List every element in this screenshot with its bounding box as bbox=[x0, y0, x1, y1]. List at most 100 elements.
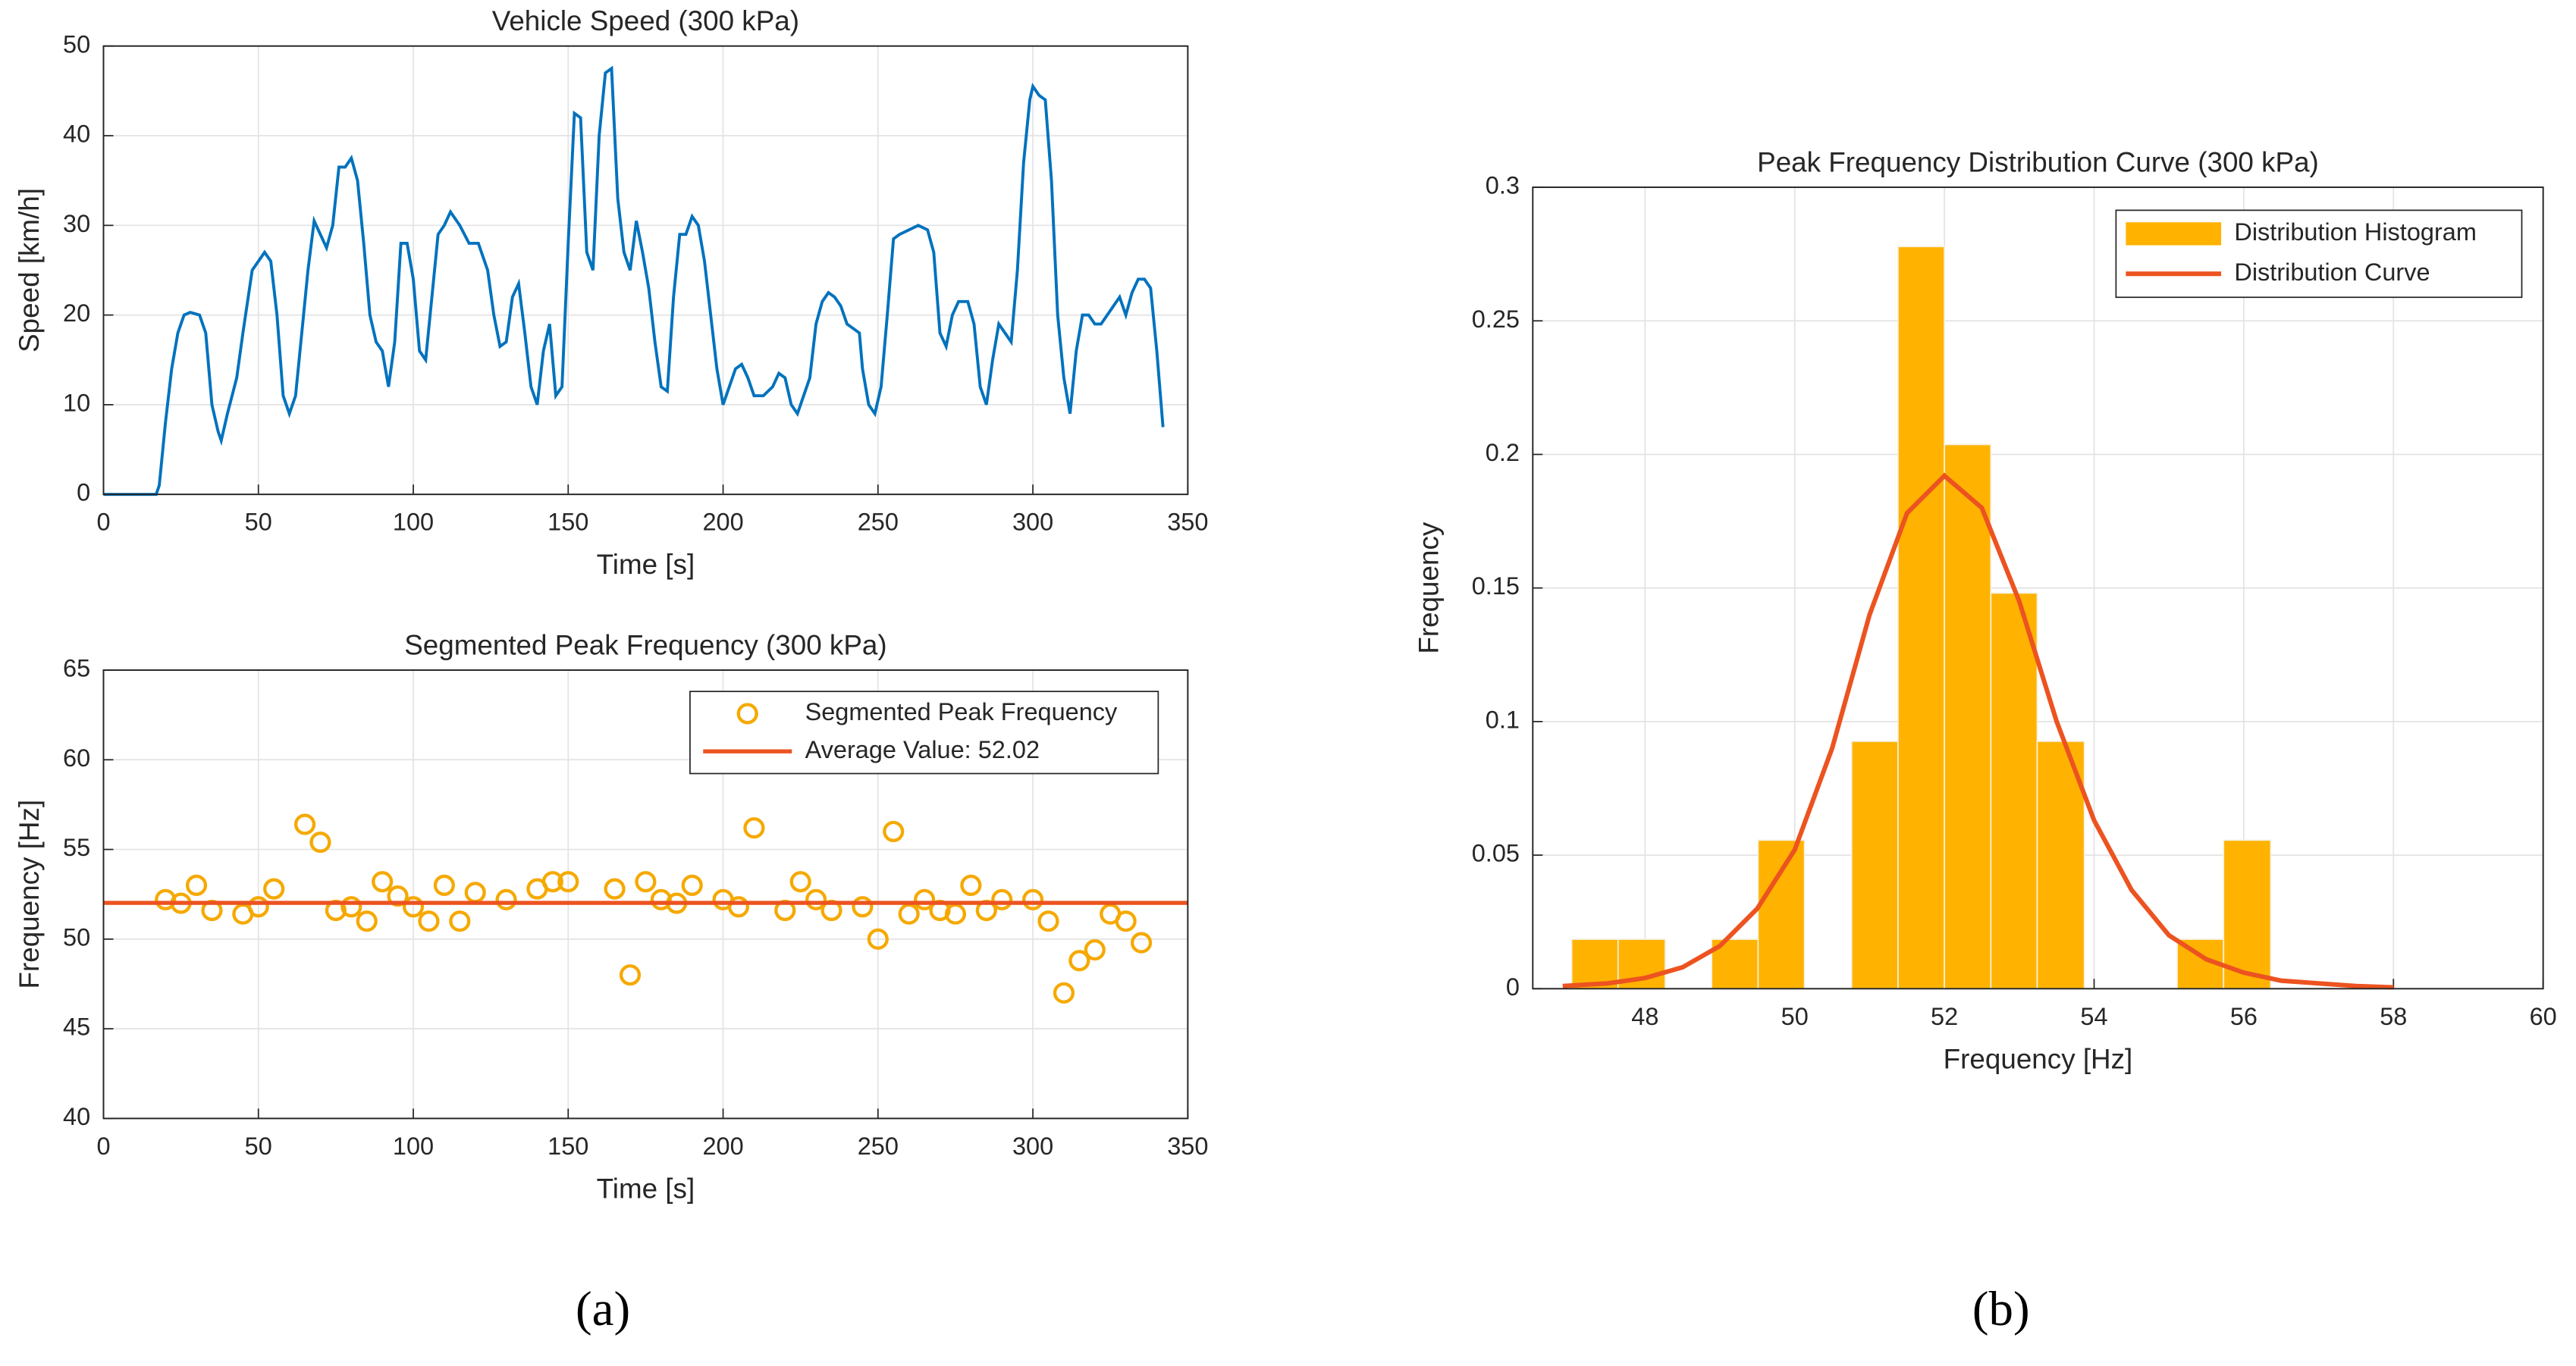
data-point bbox=[991, 888, 1013, 910]
data-point bbox=[604, 878, 626, 900]
chart-title: Segmented Peak Frequency (300 kPa) bbox=[404, 629, 886, 660]
data-point bbox=[1037, 910, 1059, 932]
x-tick-label: 200 bbox=[702, 1133, 743, 1160]
data-point bbox=[340, 896, 362, 918]
x-axis-label: Frequency [Hz] bbox=[1944, 1043, 2133, 1074]
panel-label: (a) bbox=[576, 1282, 630, 1336]
y-tick-label: 30 bbox=[63, 210, 90, 237]
data-point bbox=[495, 888, 517, 910]
axes-box bbox=[1532, 186, 2544, 990]
y-tick-label: 40 bbox=[63, 121, 90, 148]
legend-label: Distribution Histogram bbox=[2234, 218, 2477, 246]
data-point bbox=[1115, 910, 1137, 932]
y-tick-label: 0.25 bbox=[1472, 305, 1520, 333]
y-tick-label: 0.15 bbox=[1472, 572, 1520, 600]
data-point bbox=[387, 885, 409, 907]
histogram-bar bbox=[1570, 938, 1619, 990]
x-tick-label: 48 bbox=[1631, 1003, 1658, 1030]
x-tick-label: 50 bbox=[245, 509, 272, 536]
data-point bbox=[1053, 982, 1075, 1004]
data-point bbox=[433, 874, 455, 896]
x-tick-label: 200 bbox=[702, 509, 743, 536]
data-point bbox=[1068, 950, 1090, 972]
histogram-bar bbox=[2036, 741, 2085, 990]
data-point bbox=[1130, 932, 1153, 954]
x-tick-label: 300 bbox=[1012, 509, 1053, 536]
legend-label: Segmented Peak Frequency bbox=[805, 698, 1118, 725]
y-tick-label: 0.05 bbox=[1472, 840, 1520, 867]
x-tick-label: 250 bbox=[858, 1133, 899, 1160]
data-point bbox=[805, 888, 827, 910]
data-point bbox=[402, 896, 425, 918]
data-point bbox=[914, 888, 936, 910]
histogram-bar bbox=[1897, 246, 1945, 990]
x-tick-label: 350 bbox=[1167, 509, 1208, 536]
data-point bbox=[557, 871, 579, 893]
data-point bbox=[898, 903, 920, 925]
data-point bbox=[1021, 888, 1044, 910]
x-tick-label: 350 bbox=[1167, 1133, 1208, 1160]
x-tick-label: 150 bbox=[548, 1133, 588, 1160]
data-point bbox=[449, 910, 471, 932]
data-point bbox=[372, 871, 394, 893]
data-point bbox=[1084, 938, 1106, 961]
data-point bbox=[635, 871, 657, 893]
data-point bbox=[185, 874, 208, 896]
x-tick-label: 58 bbox=[2380, 1003, 2407, 1030]
data-point bbox=[356, 910, 378, 932]
data-point bbox=[418, 910, 440, 932]
x-axis-label: Time [s] bbox=[597, 549, 695, 580]
axes-box bbox=[102, 45, 1189, 496]
y-tick-label: 40 bbox=[63, 1103, 90, 1130]
data-point bbox=[619, 964, 642, 986]
histogram-bar bbox=[1990, 592, 2038, 990]
y-tick-label: 50 bbox=[63, 30, 90, 58]
y-tick-label: 0.2 bbox=[1486, 439, 1520, 466]
axes-box bbox=[102, 669, 1189, 1120]
x-tick-label: 56 bbox=[2230, 1003, 2258, 1030]
data-point bbox=[681, 874, 703, 896]
y-axis-label: Frequency bbox=[1414, 522, 1445, 654]
y-tick-label: 0 bbox=[77, 479, 90, 506]
data-point bbox=[247, 896, 269, 918]
data-point bbox=[541, 871, 563, 893]
legend-marker bbox=[2126, 222, 2222, 246]
x-tick-label: 0 bbox=[96, 509, 110, 536]
histogram-bar bbox=[1757, 839, 1806, 990]
data-point bbox=[263, 878, 285, 900]
x-tick-label: 300 bbox=[1012, 1133, 1053, 1160]
data-point bbox=[852, 896, 874, 918]
y-tick-label: 0.1 bbox=[1486, 706, 1520, 733]
speed-line bbox=[103, 65, 1165, 497]
legend-box bbox=[689, 691, 1159, 775]
y-tick-label: 55 bbox=[63, 834, 90, 861]
x-tick-label: 50 bbox=[1781, 1003, 1809, 1030]
y-tick-label: 50 bbox=[63, 923, 90, 951]
x-tick-label: 50 bbox=[245, 1133, 272, 1160]
x-tick-label: 100 bbox=[393, 1133, 434, 1160]
y-tick-label: 10 bbox=[63, 389, 90, 416]
y-tick-label: 20 bbox=[63, 299, 90, 327]
x-axis-label: Time [s] bbox=[597, 1173, 695, 1204]
x-tick-label: 60 bbox=[2530, 1003, 2557, 1030]
distribution-curve bbox=[1562, 472, 2394, 990]
data-point bbox=[650, 888, 672, 910]
histogram-bar bbox=[1944, 443, 1992, 990]
x-tick-label: 52 bbox=[1931, 1003, 1958, 1030]
data-point bbox=[867, 928, 889, 950]
x-tick-label: 0 bbox=[96, 1133, 110, 1160]
data-point bbox=[944, 903, 967, 925]
x-tick-label: 100 bbox=[393, 509, 434, 536]
data-point bbox=[743, 817, 765, 839]
x-tick-label: 150 bbox=[548, 509, 588, 536]
panel-label: (b) bbox=[1972, 1282, 2030, 1336]
y-tick-label: 60 bbox=[63, 744, 90, 772]
chart-title: Peak Frequency Distribution Curve (300 k… bbox=[1757, 146, 2319, 177]
y-tick-label: 0.3 bbox=[1486, 172, 1520, 199]
y-axis-label: Frequency [Hz] bbox=[14, 800, 45, 989]
chart-title: Vehicle Speed (300 kPa) bbox=[492, 5, 799, 36]
legend-label: Distribution Curve bbox=[2234, 258, 2430, 286]
data-point bbox=[727, 896, 750, 918]
y-tick-label: 0 bbox=[1506, 973, 1520, 1001]
